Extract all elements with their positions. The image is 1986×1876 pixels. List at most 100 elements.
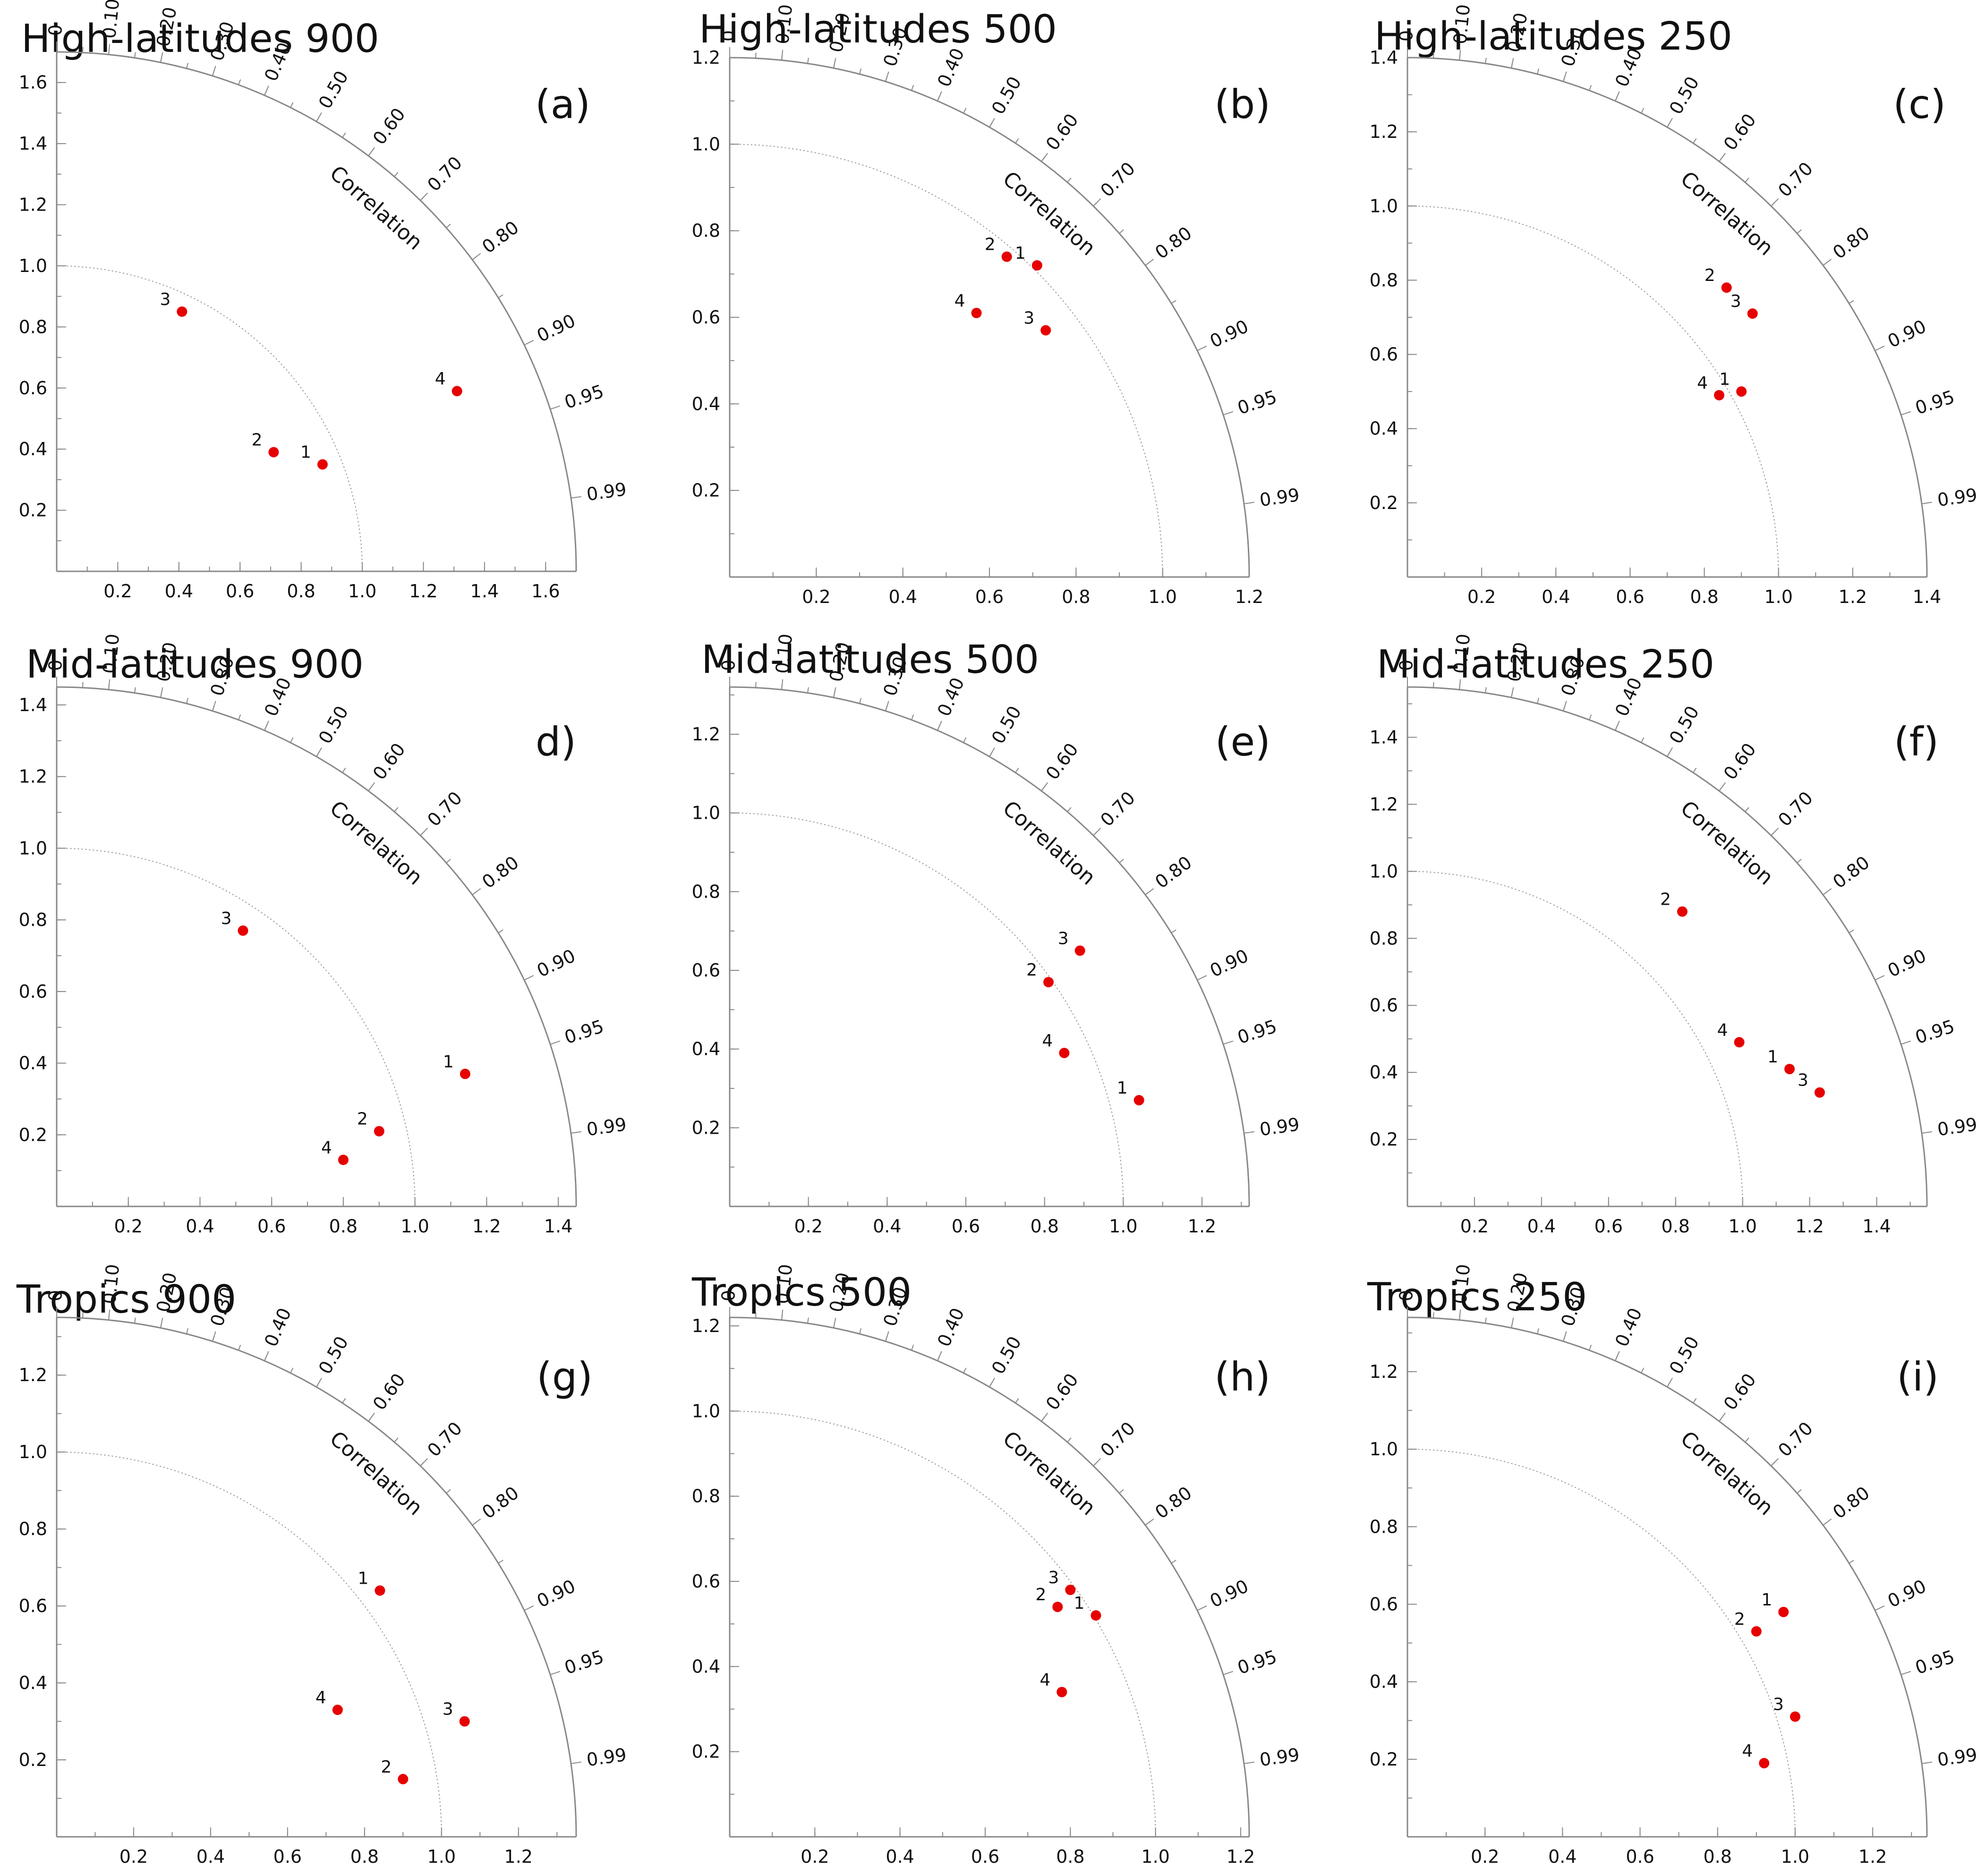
x-tick-label: 0.2 [1471, 1846, 1499, 1867]
correlation-minor-tick [394, 1437, 399, 1443]
correlation-minor-tick [859, 698, 861, 704]
correlation-minor-tick [342, 1398, 346, 1403]
correlation-minor-tick [1589, 85, 1592, 91]
correlation-tick-label: 0.80 [1829, 1482, 1874, 1523]
data-point [1784, 1064, 1795, 1075]
x-tick-label: 0.6 [1616, 586, 1644, 607]
correlation-minor-tick [833, 1322, 835, 1328]
data-point [374, 1126, 384, 1137]
data-point-label: 2 [1734, 1610, 1745, 1629]
correlation-tick-label: 0.50 [1665, 1333, 1703, 1377]
correlation-tick-label: 0.40 [1611, 1305, 1646, 1350]
y-tick-label: 0.6 [19, 1596, 47, 1616]
correlation-tick-label: 0.60 [369, 739, 409, 783]
x-tick-label: 0.8 [1690, 586, 1718, 607]
x-tick-label: 0.6 [971, 1846, 999, 1867]
correlation-tick [1197, 346, 1207, 351]
x-tick-label: 1.0 [1109, 1216, 1137, 1237]
correlation-minor-tick [420, 831, 425, 836]
data-point-label: 2 [985, 235, 996, 255]
x-tick-label: 1.4 [1913, 586, 1941, 607]
correlation-minor-tick [1771, 1461, 1776, 1467]
correlation-minor-tick [446, 858, 451, 864]
correlation-tick [1921, 1761, 1932, 1764]
correlation-tick-label: 0.95 [562, 1016, 606, 1048]
correlation-minor-tick [1093, 831, 1098, 836]
correlation-tick [524, 1605, 534, 1611]
correlation-tick-label: 0.90 [534, 945, 579, 981]
y-tick-label: 0.4 [1370, 418, 1398, 439]
y-tick-label: 0.2 [692, 1117, 720, 1138]
y-tick-label: 0.6 [1370, 1594, 1398, 1614]
correlation-tick-label: 0.99 [1258, 1744, 1301, 1770]
correlation-minor-tick [264, 90, 267, 96]
x-tick-label: 0.2 [802, 586, 830, 607]
y-tick-label: 0.2 [692, 480, 720, 501]
x-tick-label: 0.6 [273, 1846, 302, 1867]
correlation-tick-label: 0.50 [315, 67, 352, 112]
data-point [375, 1585, 385, 1596]
x-tick-label: 1.2 [1235, 586, 1263, 607]
reference-std-arc [1407, 1449, 1796, 1837]
y-tick-label: 1.0 [1370, 1439, 1398, 1460]
correlation-minor-tick [212, 705, 215, 711]
data-point [1091, 1610, 1101, 1621]
correlation-tick-label: 0 [1396, 1290, 1417, 1301]
correlation-tick-label: 0.70 [1774, 158, 1817, 201]
correlation-minor-tick [1433, 1312, 1434, 1318]
correlation-axis-label: Correlation [1676, 167, 1778, 260]
correlation-minor-tick [1145, 261, 1151, 266]
data-point-label: 3 [1730, 292, 1741, 311]
data-point [1057, 1687, 1067, 1698]
correlation-tick [1901, 1040, 1911, 1045]
data-point [452, 386, 462, 397]
data-point-label: 1 [1074, 1594, 1085, 1613]
data-point [1790, 1711, 1800, 1722]
correlation-minor-tick [1615, 1355, 1618, 1361]
correlation-tick [1901, 411, 1911, 416]
correlation-minor-tick [807, 687, 809, 693]
correlation-tick-label: 0.50 [1665, 702, 1703, 747]
correlation-tick-label: 0.99 [1258, 484, 1301, 510]
taylor-panel-7: Tropics 900 (g) 0.2 0.2 0.4 0.4 0.6 0.6 0.8 0.8 1.… [16, 1263, 628, 1867]
x-tick-label: 0.4 [1548, 1846, 1577, 1867]
correlation-tick [1875, 1605, 1885, 1611]
correlation-minor-tick [1171, 1560, 1176, 1564]
panel-label: (c) [1893, 81, 1946, 127]
data-point [1134, 1095, 1144, 1105]
x-tick-label: 1.0 [427, 1846, 456, 1867]
correlation-axis-label: Correlation [1676, 796, 1778, 890]
correlation-tick-label: 0 [45, 660, 66, 671]
data-point [1734, 1037, 1745, 1048]
correlation-tick-label: 0.40 [260, 1305, 295, 1350]
x-tick-label: 0.2 [801, 1846, 829, 1867]
correlation-minor-tick [1719, 1416, 1723, 1422]
correlation-tick-label: 0.10 [99, 1263, 123, 1305]
correlation-tick [1921, 1131, 1932, 1134]
correlation-minor-tick [1511, 692, 1513, 698]
correlation-minor-tick [446, 223, 451, 229]
x-tick-label: 1.4 [544, 1216, 572, 1237]
correlation-minor-tick [1433, 682, 1434, 688]
x-tick-label: 0.4 [888, 586, 917, 607]
data-point-label: 1 [1719, 370, 1730, 389]
x-tick-label: 1.6 [531, 581, 560, 602]
correlation-tick-label: 0.50 [315, 1333, 352, 1377]
correlation-minor-tick [134, 52, 136, 58]
correlation-tick [1244, 501, 1254, 504]
taylor-panel-5: Mid-latitudes 500 (e) 0.2 0.2 0.4 0.4 0.6 0.6 0.… [692, 633, 1301, 1237]
correlation-tick-label: 0.99 [1936, 1114, 1978, 1140]
correlation-tick-label: 0.80 [478, 852, 522, 892]
correlation-tick [524, 975, 534, 981]
panel-title: Mid-latitudes 250 [1377, 642, 1714, 687]
correlation-minor-tick [989, 1382, 993, 1387]
correlation-minor-tick [1537, 68, 1539, 75]
y-tick-label: 0.4 [19, 1672, 47, 1693]
y-tick-label: 1.0 [692, 134, 720, 154]
data-point-label: 2 [357, 1110, 368, 1129]
correlation-tick [1197, 1605, 1207, 1611]
reference-std-arc [729, 144, 1163, 577]
correlation-minor-tick [807, 1317, 809, 1324]
data-point-label: 3 [221, 909, 232, 928]
x-tick-label: 1.2 [1839, 586, 1867, 607]
